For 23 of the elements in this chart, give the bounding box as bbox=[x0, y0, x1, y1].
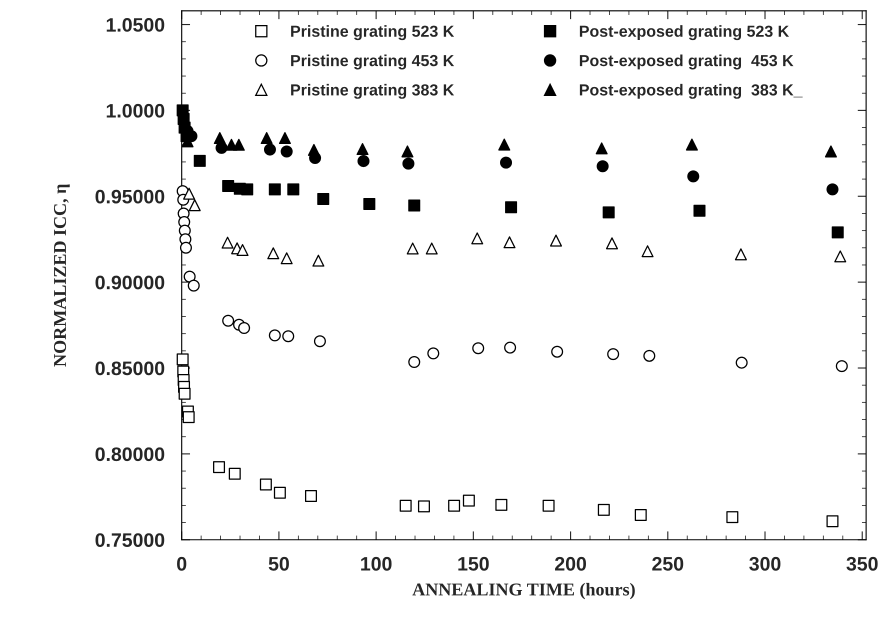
legend-label: Pristine grating 453 K bbox=[291, 54, 454, 70]
legend-label: Post-exposed grating 523 K bbox=[580, 25, 790, 40]
legend-label: Pristine grating 383 K bbox=[291, 84, 454, 99]
x-tick-label: 150 bbox=[458, 556, 489, 571]
legend-label: Pristine grating 523 K bbox=[291, 25, 454, 40]
y-tick-label: 0.75000 bbox=[96, 533, 164, 547]
y-tick-label: 0.80000 bbox=[96, 447, 164, 462]
y-tick-label: 0.90000 bbox=[96, 276, 164, 290]
y-tick-label: 1.0000 bbox=[106, 104, 164, 118]
y-tick-label: 1.0500 bbox=[106, 18, 164, 32]
x-tick-label: 0 bbox=[177, 556, 186, 571]
x-tick-label: 200 bbox=[555, 556, 586, 571]
legend-label: Post-exposed grating 383 K_ bbox=[580, 84, 803, 99]
legend-label: Post-exposed grating 453 K bbox=[580, 54, 794, 70]
y-tick-label: 0.85000 bbox=[96, 361, 164, 376]
x-tick-label: 250 bbox=[652, 556, 684, 571]
y-axis-title: NORMALIZED ICC, η bbox=[54, 184, 70, 367]
y-tick-label: 0.95000 bbox=[96, 190, 164, 204]
x-tick-label: 50 bbox=[268, 556, 289, 571]
x-tick-label: 100 bbox=[361, 556, 392, 571]
x-axis-title: ANNEALING TIME (hours) bbox=[412, 582, 635, 600]
x-tick-label: 350 bbox=[846, 556, 878, 571]
x-tick-label: 300 bbox=[749, 556, 780, 571]
